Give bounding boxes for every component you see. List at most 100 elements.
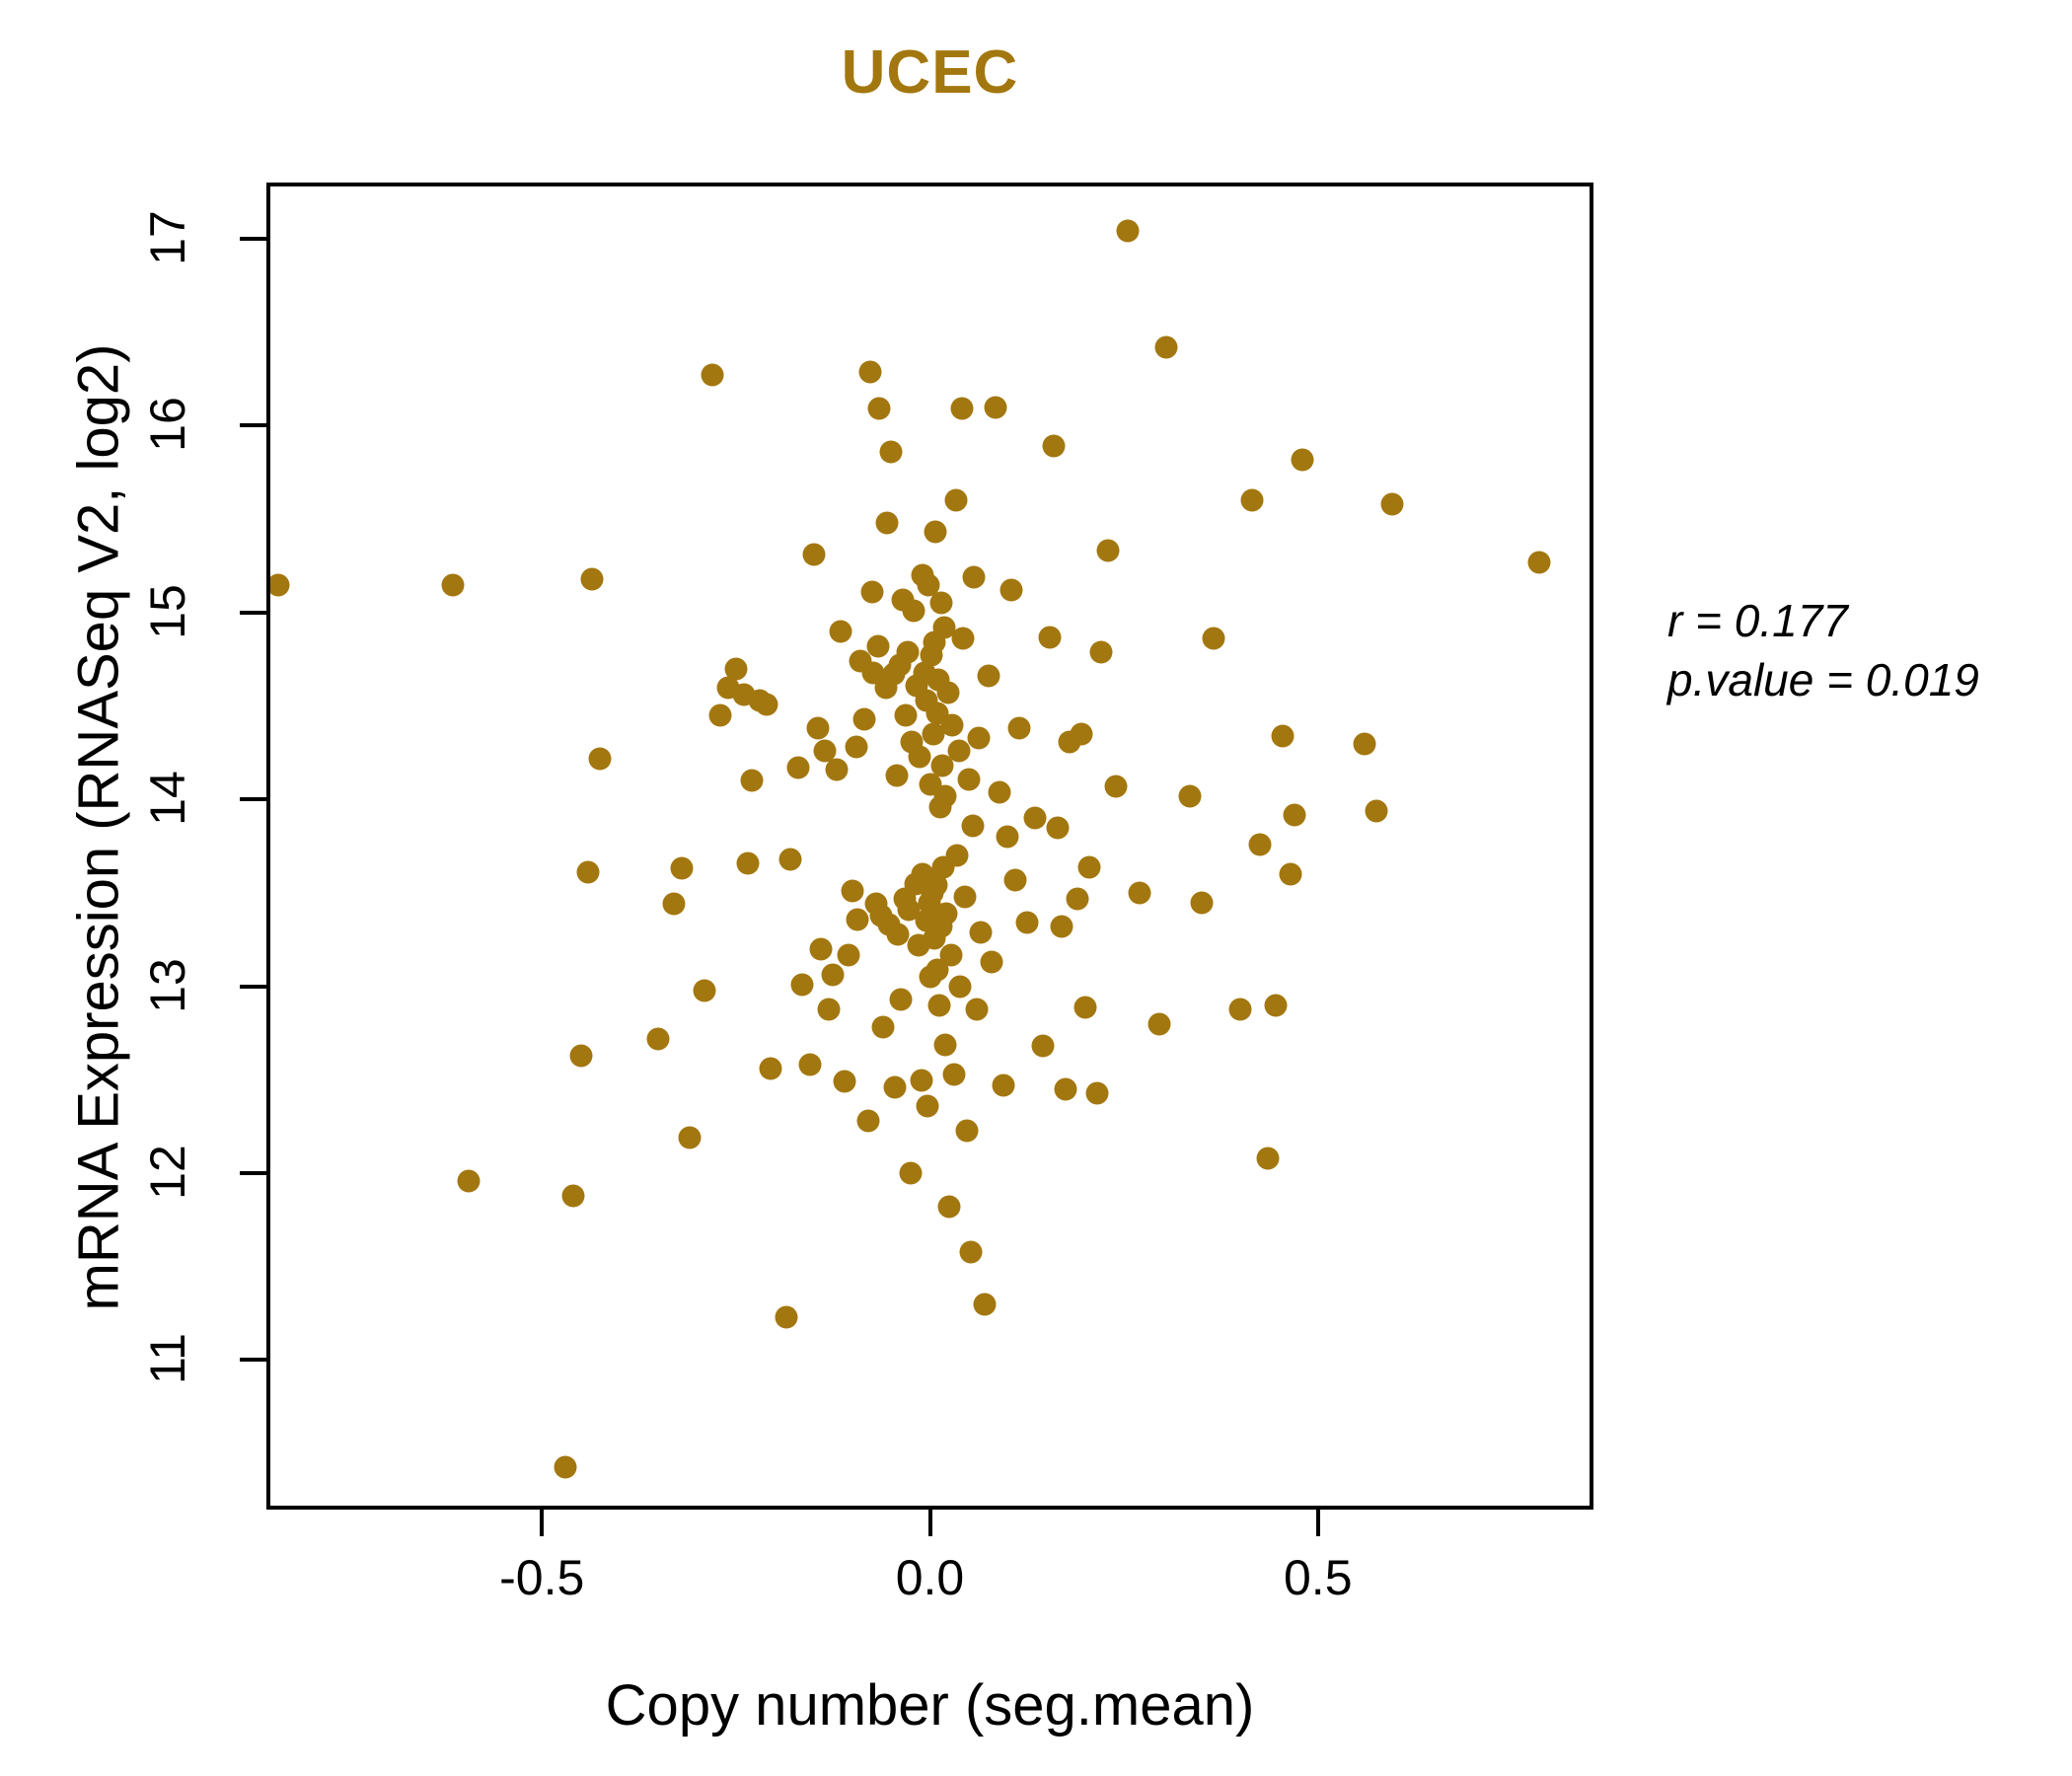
data-point bbox=[775, 1305, 798, 1329]
y-tick-mark bbox=[240, 984, 266, 989]
data-point bbox=[1365, 799, 1388, 823]
data-point bbox=[1264, 994, 1288, 1017]
x-tick-label: 0.5 bbox=[1284, 1550, 1353, 1605]
data-point bbox=[457, 1169, 481, 1193]
data-point bbox=[856, 1109, 880, 1133]
data-point bbox=[902, 599, 925, 623]
data-point bbox=[984, 396, 1007, 419]
data-point bbox=[936, 681, 960, 704]
data-point bbox=[860, 580, 884, 604]
data-point bbox=[821, 963, 845, 987]
page-title: UCEC bbox=[841, 38, 1019, 107]
data-point bbox=[569, 1044, 593, 1068]
data-point bbox=[817, 998, 841, 1021]
data-point bbox=[580, 567, 604, 591]
data-point bbox=[790, 973, 814, 997]
data-point bbox=[932, 616, 956, 639]
data-point bbox=[576, 860, 600, 884]
data-point bbox=[910, 1069, 933, 1091]
y-tick-mark bbox=[240, 423, 266, 428]
x-tick-mark bbox=[1315, 1510, 1320, 1536]
data-point bbox=[1271, 724, 1295, 748]
y-tick-label: 14 bbox=[140, 771, 195, 826]
data-point bbox=[883, 1075, 907, 1099]
data-point bbox=[939, 943, 963, 967]
data-point bbox=[588, 747, 612, 771]
y-tick-label: 17 bbox=[140, 210, 195, 265]
data-point bbox=[441, 573, 465, 596]
data-point bbox=[724, 657, 748, 681]
data-point bbox=[889, 988, 913, 1011]
data-point bbox=[554, 1455, 577, 1479]
data-point bbox=[992, 1073, 1015, 1097]
data-point bbox=[917, 573, 940, 596]
y-tick-mark bbox=[240, 610, 266, 615]
data-point bbox=[813, 739, 837, 763]
data-point bbox=[1248, 833, 1272, 856]
data-point bbox=[916, 1094, 939, 1118]
data-point bbox=[1023, 806, 1047, 830]
data-point bbox=[1228, 998, 1252, 1021]
data-point bbox=[948, 975, 972, 999]
data-point bbox=[1003, 868, 1027, 892]
data-point bbox=[662, 892, 686, 916]
x-tick-label: 0.0 bbox=[895, 1550, 965, 1605]
data-point bbox=[1353, 732, 1376, 756]
data-point bbox=[561, 1184, 585, 1208]
data-point bbox=[875, 511, 899, 535]
y-tick-mark bbox=[240, 1171, 266, 1175]
data-point bbox=[925, 873, 948, 897]
data-point bbox=[846, 908, 869, 931]
data-point bbox=[1046, 816, 1070, 840]
data-point bbox=[929, 591, 953, 615]
y-tick-mark bbox=[240, 236, 266, 241]
data-point bbox=[1038, 626, 1062, 649]
data-point bbox=[885, 764, 909, 787]
data-point bbox=[829, 620, 852, 643]
data-point bbox=[894, 703, 918, 727]
stats-annotation: r = 0.177 p.value = 0.019 bbox=[1667, 592, 1979, 710]
y-tick-label: 13 bbox=[140, 957, 195, 1013]
data-point bbox=[924, 520, 947, 544]
data-point bbox=[1031, 1034, 1055, 1058]
x-tick-mark bbox=[927, 1510, 932, 1536]
data-point bbox=[809, 937, 833, 961]
data-point bbox=[852, 707, 876, 731]
data-point bbox=[965, 998, 989, 1021]
data-point bbox=[1073, 996, 1097, 1019]
data-point bbox=[886, 923, 910, 946]
data-point bbox=[1190, 891, 1214, 915]
data-point bbox=[1089, 640, 1113, 664]
data-point bbox=[1066, 887, 1089, 911]
data-point bbox=[980, 950, 1003, 974]
data-point bbox=[1054, 1077, 1077, 1101]
data-point bbox=[957, 768, 981, 790]
data-point bbox=[1096, 539, 1120, 562]
data-point bbox=[937, 1195, 961, 1219]
x-axis-label: Copy number (seg.mean) bbox=[605, 1673, 1255, 1738]
data-point bbox=[922, 722, 945, 746]
x-tick-label: -0.5 bbox=[499, 1550, 585, 1605]
data-point bbox=[802, 543, 826, 566]
data-point bbox=[837, 943, 860, 967]
data-point bbox=[845, 735, 868, 759]
data-point bbox=[1015, 911, 1039, 934]
data-point bbox=[755, 693, 778, 716]
data-point bbox=[1042, 434, 1066, 458]
data-point bbox=[740, 769, 764, 792]
data-point bbox=[925, 958, 949, 982]
data-point bbox=[967, 726, 991, 750]
data-point bbox=[270, 573, 290, 596]
data-point bbox=[959, 1240, 983, 1264]
data-point bbox=[940, 713, 964, 737]
data-point bbox=[1050, 915, 1073, 938]
data-point bbox=[969, 921, 993, 944]
data-point bbox=[1007, 716, 1031, 740]
data-point bbox=[778, 848, 802, 871]
data-point bbox=[1128, 881, 1151, 905]
data-point bbox=[1202, 627, 1225, 650]
data-point bbox=[934, 902, 958, 925]
data-point bbox=[670, 856, 694, 880]
data-point bbox=[988, 780, 1011, 804]
